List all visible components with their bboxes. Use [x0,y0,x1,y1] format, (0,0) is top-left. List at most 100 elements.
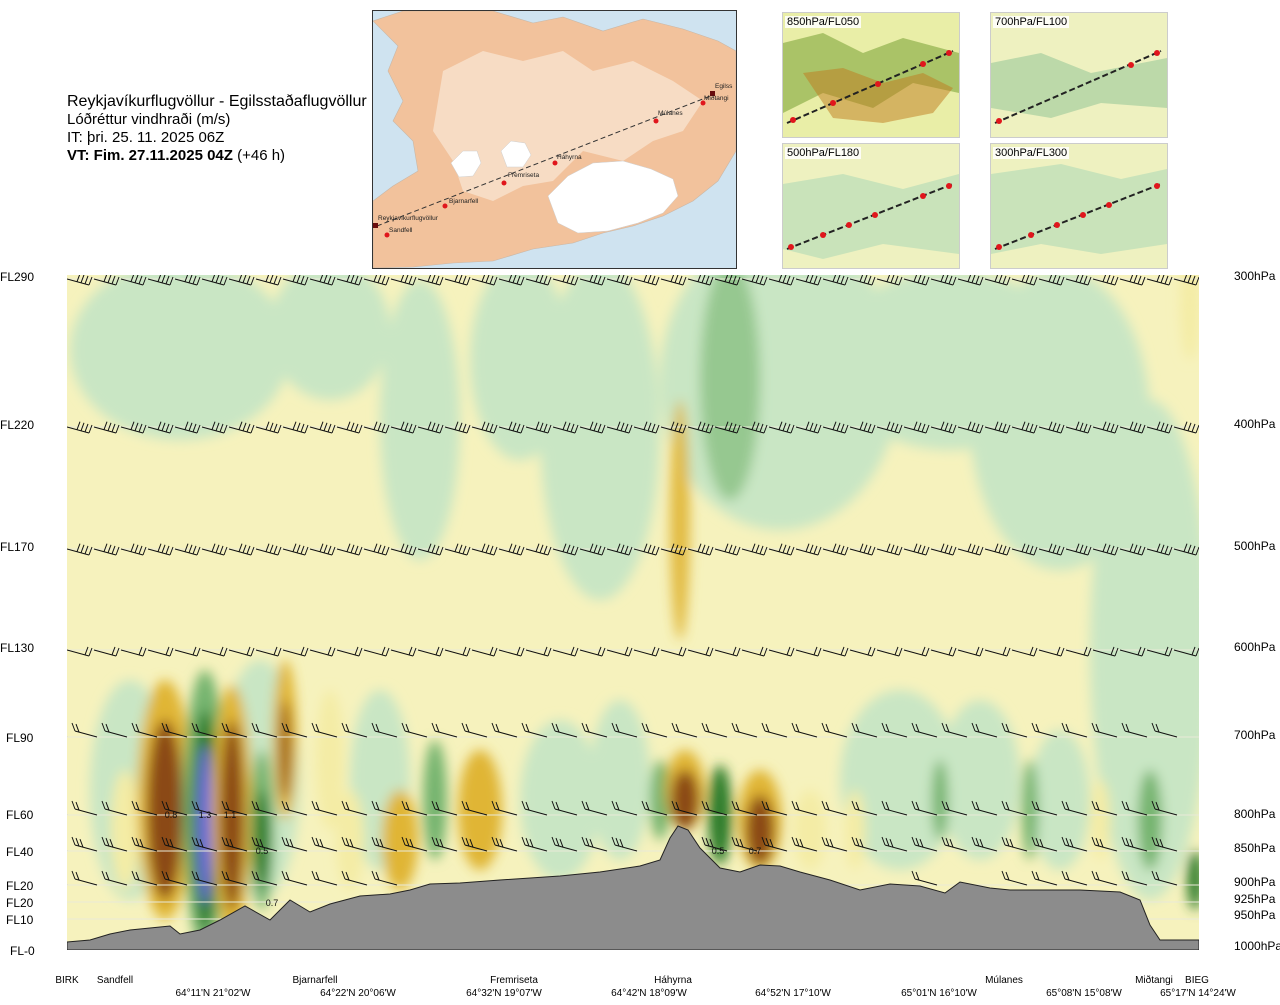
barb-feather [225,801,230,811]
thumbnail-300[interactable]: 300hPa/FL300 [990,143,1168,269]
barb-feather [547,424,552,434]
barb-feather [281,800,286,810]
barb-feather [489,423,494,433]
chart-header: Reykjavíkurflugvöllur - Egilsstaðaflugvö… [67,93,367,165]
barb-feather [1156,275,1161,282]
barb-feather [516,423,521,433]
barb-feather [944,275,949,283]
barb-feather [732,646,737,656]
barb-feather [1106,275,1111,283]
barb-feather [940,421,945,430]
barb-feather [543,275,548,285]
barb-feather [786,646,791,656]
wind-barb [930,421,957,434]
route-point [552,160,558,166]
barb-feather [454,275,459,282]
wind-barb [417,646,444,657]
barb-feather [1168,276,1173,286]
barb-feather [1168,647,1173,657]
thumbnail-850[interactable]: 850hPa/FL050 [782,12,960,138]
barb-feather [400,275,405,282]
barb-feather [615,801,620,811]
barb-feather [1091,836,1096,846]
barb-feather [431,422,436,431]
barb-feather [655,276,660,286]
barb-feather [251,836,256,846]
wind-barb [1173,275,1199,286]
thumbnail-700[interactable]: 700hPa/FL100 [990,12,1168,138]
barb-feather [408,646,413,656]
barb-feather [1069,839,1074,848]
wind-barb [1092,646,1119,657]
barb-feather [971,422,976,431]
wind-barb [701,800,728,816]
field-blob [940,700,1020,860]
barb-feather [705,275,710,285]
wind-barb [1091,870,1118,886]
barb-feather [786,545,791,555]
barb-feather [385,424,390,434]
barb-feather [894,646,899,656]
thumb-field [991,164,1167,254]
barb-feather [655,546,660,556]
barb-feather [462,275,467,285]
wind-barb [147,421,174,434]
barb-feather [1095,801,1100,811]
barb-feather [481,421,486,430]
wind-barb [552,275,579,286]
barb-feather [520,546,525,556]
thumbnail-500[interactable]: 500hPa/FL180 [782,143,960,269]
barb-feather [88,276,93,286]
barb-feather [354,423,359,433]
barb-feather [331,424,336,434]
barb-feather [641,722,646,732]
wind-barb [849,543,876,556]
barb-feather [786,423,791,433]
barb-feather [75,723,80,733]
barb-feather [813,545,818,555]
field-blob [1187,850,1199,910]
barb-feather [682,424,687,434]
barb-feather [915,871,920,881]
barb-feather [1029,275,1034,285]
wind-barb [221,800,248,816]
barb-feather [998,544,1003,553]
barb-feather [821,836,826,846]
barb-feather [551,836,556,846]
wind-barb [551,836,578,852]
barb-feather [601,647,606,657]
barb-feather [157,421,162,430]
barb-feather [435,423,440,433]
barb-feather [971,722,976,732]
wind-barb [984,543,1011,556]
coordinate-label: 64°52'N 17°10'W [755,988,831,999]
barb-feather [1035,871,1040,881]
barb-feather [493,647,498,657]
barb-feather [867,275,872,285]
barb-feather [255,837,260,847]
wind-barb [255,646,282,657]
barb-feather [46,724,49,732]
barb-feather [778,275,783,282]
wind-barb [281,836,308,852]
barb-feather [1155,723,1160,733]
field-blob [746,795,774,865]
field-blob [197,745,213,905]
barb-feather [979,424,984,434]
barb-feather [405,723,410,733]
barb-feather [624,275,629,285]
barb-feather [817,276,822,286]
barb-feather [825,723,830,733]
barb-feather [855,837,860,847]
pressure-label: 1000hPa [1234,939,1280,953]
station-label: BIRK [55,975,79,986]
barb-feather [1087,546,1092,556]
barb-feather [103,543,108,552]
value-label: 0.5 [712,846,725,856]
barb-feather [790,424,795,434]
barb-feather [105,801,110,811]
barb-feather [277,424,282,434]
barb-feather [520,424,525,434]
barb-feather [570,275,575,285]
barb-feather [1141,647,1146,657]
